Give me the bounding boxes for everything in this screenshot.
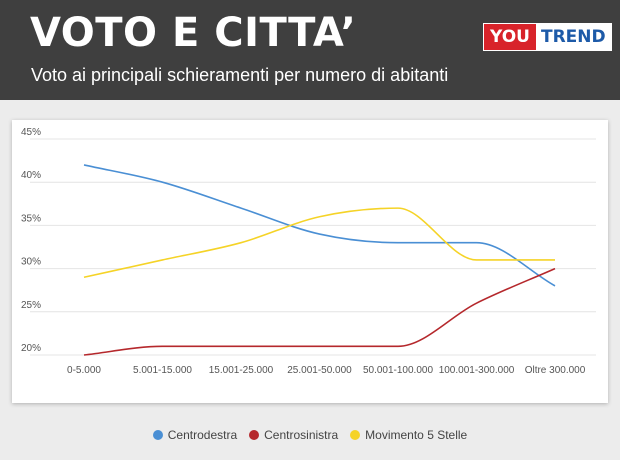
legend-item-centrodestra: Centrodestra: [152, 428, 238, 442]
legend-dot: [350, 430, 361, 440]
x-tick-label: 15.001-25.000: [209, 365, 274, 376]
header-bar: VOTO E CITTA’ Voto ai principali schiera…: [0, 0, 620, 100]
y-tick-label: 25%: [21, 300, 41, 311]
legend-label: Centrosinistra: [264, 428, 339, 442]
legend-label: Movimento 5 Stelle: [365, 428, 468, 442]
x-tick-label: 100.001-300.000: [439, 365, 515, 376]
page-subtitle: Voto ai principali schieramenti per nume…: [31, 65, 449, 85]
x-tick-label: 25.001-50.000: [287, 365, 352, 376]
chart-legend: Centrodestra Centrosinistra Movimento 5 St…: [0, 426, 620, 444]
legend-item-movimento-5-stelle: Movimento 5 Stelle: [350, 428, 467, 442]
legend-dot: [152, 430, 163, 440]
page-title: VOTO E CITTA’: [30, 10, 357, 56]
x-tick-label: 0-5.000: [67, 365, 101, 376]
x-tick-label: 50.001-100.000: [363, 365, 434, 376]
legend-label: Centrodestra: [167, 428, 238, 442]
y-tick-label: 30%: [21, 257, 41, 268]
logo-part-you: YOU: [484, 24, 536, 50]
y-tick-label: 40%: [21, 170, 41, 181]
series-line-centrodestra: [83, 164, 556, 287]
youtrend-logo: YOU TREND: [483, 23, 612, 51]
y-tick-label: 20%: [21, 343, 41, 354]
x-tick-label: Oltre 300.000: [525, 365, 586, 376]
legend-dot: [249, 430, 260, 440]
chart-card: 20% 25% 30% 35% 40% 45% 0-5.000 5.001-15.000 15.…: [12, 120, 608, 403]
logo-part-trend: TREND: [535, 24, 611, 50]
series-line-centrosinistra: [83, 267, 556, 356]
y-tick-label: 35%: [21, 213, 41, 224]
line-chart: 20% 25% 30% 35% 40% 45% 0-5.000 5.001-15.000 15.…: [21, 127, 596, 376]
series-line-movimento-5-stelle: [83, 207, 555, 279]
x-tick-label: 5.001-15.000: [133, 365, 192, 376]
legend-item-centrosinistra: Centrosinistra: [249, 428, 338, 442]
y-tick-label: 45%: [21, 127, 41, 138]
